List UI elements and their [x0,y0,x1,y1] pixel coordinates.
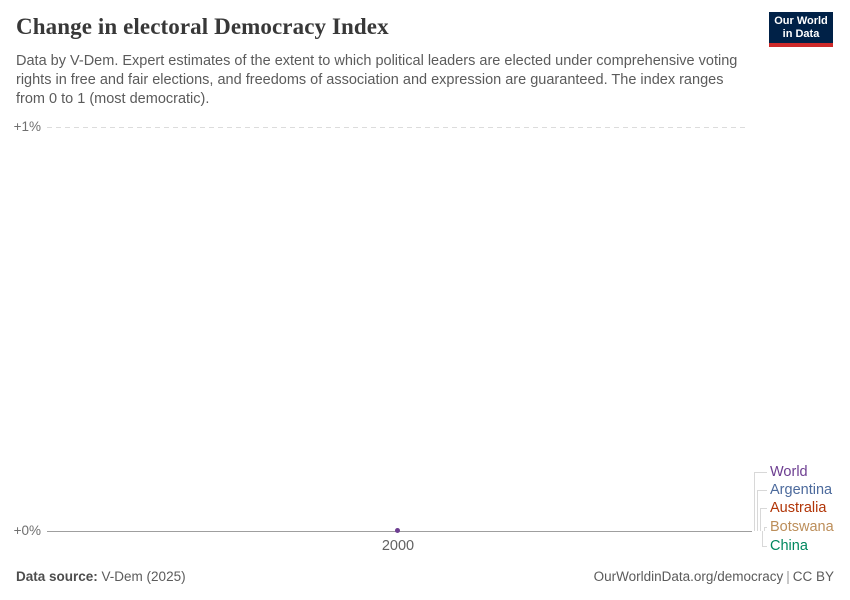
legend-connector [760,508,761,531]
legend-item-argentina[interactable]: Argentina [770,482,833,498]
footer-separator: | [786,569,790,584]
gridline-plus1pct [47,127,748,128]
data-source-note: Data source: V-Dem (2025) [16,569,186,584]
chart-title: Change in electoral Democracy Index [16,14,389,39]
legend-item-china[interactable]: China [770,538,808,554]
owid-logo[interactable]: Our World in Data [769,12,833,47]
legend-item-world[interactable]: World [770,464,808,480]
owid-url-link[interactable]: OurWorldinData.org/democracy [593,569,784,584]
footer-links: OurWorldinData.org/democracy | CC BY [594,569,834,584]
y-tick-bottom: +0% [13,523,41,538]
legend-item-australia[interactable]: Australia [770,500,827,516]
data-source-label: Data source: [16,569,98,584]
legend-connector [764,527,765,531]
data-source-value: V-Dem (2025) [101,569,186,584]
legend-connector [757,490,767,491]
y-tick-top: +1% [13,119,41,134]
license-link[interactable]: CC BY [792,569,834,584]
legend-connector [754,472,755,531]
legend-connector [760,508,767,509]
legend-connector [764,527,767,528]
chart-subtitle: Data by V-Dem. Expert estimates of the e… [16,53,738,107]
legend-connector [754,472,767,473]
data-point-world-2000 [395,528,400,533]
legend-item-botswana[interactable]: Botswana [770,519,834,535]
legend-connector [762,531,763,546]
owid-logo-line1: Our World [774,15,828,27]
owid-logo-line2: in Data [782,27,820,40]
legend-connector [757,490,758,531]
x-tick-2000: 2000 [381,538,415,554]
legend-connector [762,546,767,547]
